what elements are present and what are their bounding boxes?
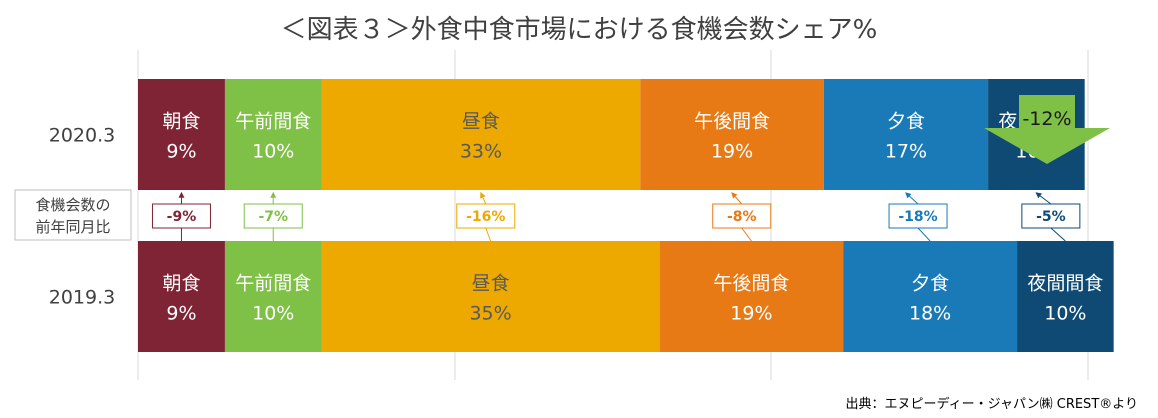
total-change-arrow bbox=[984, 95, 1110, 164]
change-box-0 bbox=[151, 203, 211, 229]
bar-1-2 bbox=[321, 241, 660, 352]
bar-category-1-1: 午前間食 bbox=[235, 273, 311, 295]
bar-1-4 bbox=[843, 241, 1018, 352]
bar-category-1-5: 夜間間食 bbox=[1027, 273, 1103, 295]
change-label-5: -5% bbox=[1036, 209, 1066, 225]
bar-category-0-4: 夕食 bbox=[887, 111, 925, 133]
bar-1-1 bbox=[224, 241, 322, 352]
bar-value-0-4: 17% bbox=[885, 141, 927, 163]
change-arrow-lower-3 bbox=[741, 227, 752, 242]
bar-0-4 bbox=[823, 79, 989, 190]
change-arrow-upper-4 bbox=[905, 192, 919, 205]
bar-value-1-0: 9% bbox=[166, 303, 196, 325]
bar-1-3 bbox=[659, 241, 844, 352]
change-label-4: -18% bbox=[898, 209, 937, 225]
bar-category-1-4: 夕食 bbox=[911, 273, 949, 295]
bar-category-1-2: 昼食 bbox=[472, 273, 510, 295]
yoy-label-box bbox=[14, 189, 132, 241]
bar-value-1-5: 10% bbox=[1044, 303, 1086, 325]
bar-category-1-3: 午後間食 bbox=[713, 273, 789, 295]
change-box-3 bbox=[712, 203, 772, 229]
bar-value-0-3: 19% bbox=[711, 141, 753, 163]
bar-value-1-2: 35% bbox=[469, 303, 511, 325]
bar-0-0 bbox=[138, 79, 225, 190]
chart-title: ＜図表３＞外食中食市場における食機会数シェア% bbox=[281, 15, 878, 45]
change-arrow-lower-2 bbox=[485, 227, 492, 242]
bar-category-1-0: 朝食 bbox=[162, 273, 200, 295]
bar-value-0-2: 33% bbox=[460, 141, 502, 163]
bar-0-1 bbox=[224, 79, 322, 190]
change-arrow-upper-2 bbox=[480, 191, 487, 205]
change-label-2: -16% bbox=[466, 209, 505, 225]
bar-category-0-2: 昼食 bbox=[462, 111, 500, 133]
bar-category-0-3: 午後間食 bbox=[694, 111, 770, 133]
change-arrow-lower-5 bbox=[1050, 227, 1066, 242]
bar-value-0-0: 9% bbox=[166, 141, 196, 163]
change-box-2 bbox=[456, 203, 516, 229]
change-arrow-upper-5 bbox=[1035, 192, 1052, 205]
change-box-4 bbox=[888, 203, 948, 229]
change-label-1: -7% bbox=[258, 209, 288, 225]
change-arrow-upper-3 bbox=[731, 192, 743, 205]
year-label-0: 2020.3 bbox=[49, 125, 115, 147]
bar-value-1-4: 18% bbox=[909, 303, 951, 325]
bar-value-1-3: 19% bbox=[730, 303, 772, 325]
bar-category-0-1: 午前間食 bbox=[235, 111, 311, 133]
total-change-label: -12% bbox=[1022, 108, 1071, 130]
bar-value-1-1: 10% bbox=[252, 303, 294, 325]
yoy-label-line-2: 前年同月比 bbox=[35, 218, 110, 236]
bar-0-2 bbox=[321, 79, 641, 190]
change-label-0: -9% bbox=[167, 209, 197, 225]
bar-1-5 bbox=[1017, 241, 1114, 352]
yoy-label-line-1: 食機会数の bbox=[35, 196, 110, 214]
change-box-5 bbox=[1021, 203, 1081, 229]
bar-value-0-1: 10% bbox=[252, 141, 294, 163]
bar-0-3 bbox=[640, 79, 824, 190]
change-label-3: -8% bbox=[727, 209, 757, 225]
change-box-1 bbox=[243, 203, 303, 229]
bar-1-0 bbox=[138, 241, 225, 352]
source-note: 出典：エヌピーディー・ジャパン㈱ CREST®より bbox=[846, 396, 1138, 412]
bar-category-0-0: 朝食 bbox=[162, 111, 200, 133]
change-arrow-lower-4 bbox=[917, 227, 931, 242]
year-label-1: 2019.3 bbox=[49, 287, 115, 309]
